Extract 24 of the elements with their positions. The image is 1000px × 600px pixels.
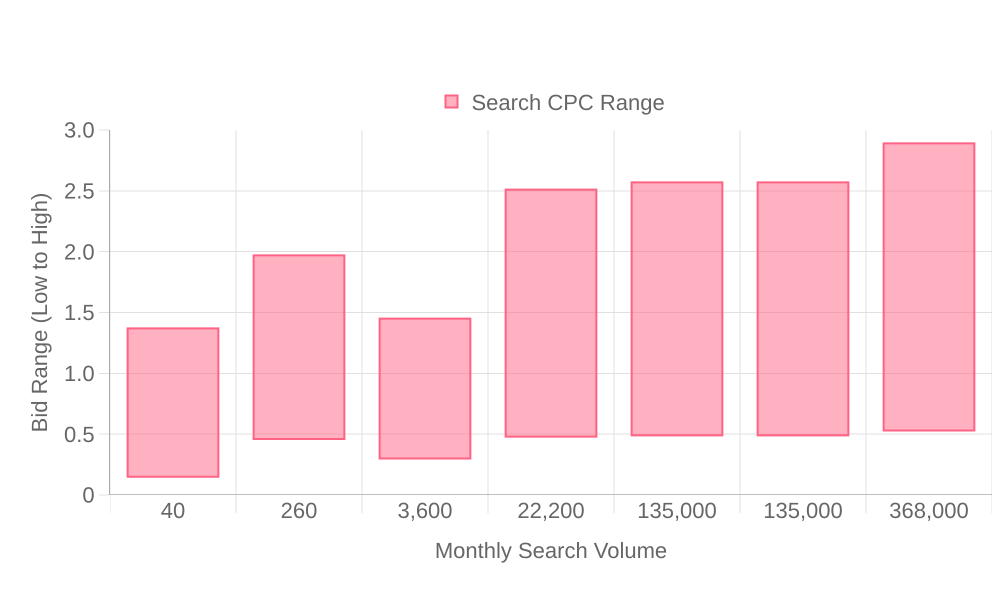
- y-axis-title: Bid Range (Low to High): [26, 192, 52, 432]
- x-tick-label: 260: [280, 498, 318, 523]
- x-tick-label: 40: [160, 498, 186, 523]
- x-tick-label: 22,200: [517, 498, 585, 523]
- bar: [630, 181, 724, 436]
- y-tick-label: 0: [82, 482, 95, 508]
- legend-label: Search CPC Range: [472, 90, 665, 116]
- bar: [378, 318, 472, 460]
- bar: [882, 142, 976, 432]
- x-tick-label: 135,000: [763, 498, 843, 523]
- x-tick-label: 368,000: [889, 498, 969, 523]
- y-tick-label: 1.5: [64, 300, 95, 326]
- y-tick-label: 2.5: [64, 178, 95, 204]
- y-tick-label: 1.0: [64, 361, 95, 386]
- bar: [756, 181, 850, 436]
- x-axis-title: Monthly Search Volume: [434, 538, 668, 563]
- x-tick-label: 3,600: [397, 498, 453, 523]
- bar: [504, 188, 598, 438]
- y-tick-label: 2.0: [64, 239, 95, 264]
- x-tick-label: 135,000: [637, 498, 717, 523]
- bar: [252, 254, 346, 440]
- y-tick-label: 3.0: [64, 118, 95, 143]
- y-tick-label: 0.5: [64, 422, 95, 447]
- bar: [126, 327, 220, 478]
